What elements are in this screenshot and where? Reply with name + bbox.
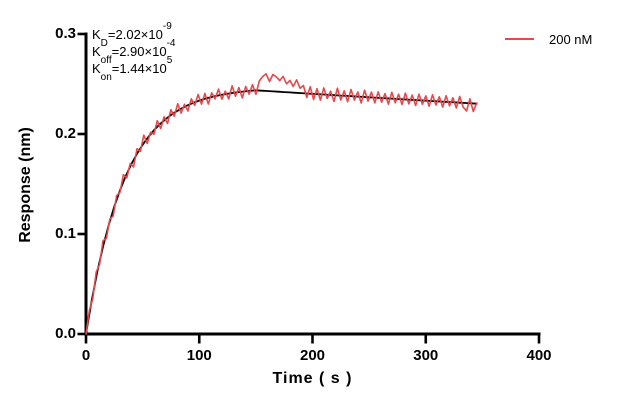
koff-value: =2.90×10 xyxy=(111,44,167,59)
kon-annotation: Kon=1.44×105 xyxy=(92,56,175,83)
kd-exponent: -9 xyxy=(162,21,172,33)
x-tick-label: 400 xyxy=(526,347,552,364)
kinetics-annotations: KD=2.02×10-9 Koff=2.90×10-4 Kon=1.44×105 xyxy=(92,22,175,83)
x-tick-label: 0 xyxy=(81,347,91,364)
legend-label: 200 nM xyxy=(549,31,593,47)
x-axis-title: Time ( s ) xyxy=(272,370,353,387)
koff-sub: off xyxy=(100,55,112,67)
kon-value: =1.44×10 xyxy=(111,61,167,76)
y-tick-label: 0.2 xyxy=(55,125,76,142)
fit-curve xyxy=(85,89,478,335)
x-tick-label: 300 xyxy=(413,347,439,364)
koff-base: K xyxy=(92,44,101,59)
koff-annotation: Koff=2.90×10-4 xyxy=(92,39,175,66)
kd-annotation: KD=2.02×10-9 xyxy=(92,22,175,49)
y-tick-label: 0.0 xyxy=(55,325,76,342)
kd-base: K xyxy=(92,27,101,42)
y-axis-title: Response (nm) xyxy=(17,127,34,243)
x-tick-label: 200 xyxy=(299,347,326,364)
response-trace-200nM xyxy=(85,73,478,335)
kon-sub: on xyxy=(100,72,112,84)
kon-exponent: 5 xyxy=(166,55,173,67)
kd-sub: D xyxy=(100,38,108,50)
legend-line-swatch xyxy=(505,38,534,40)
koff-exponent: -4 xyxy=(166,38,176,50)
x-tick-label: 100 xyxy=(186,347,212,364)
kd-value: =2.02×10 xyxy=(107,27,163,42)
kon-base: K xyxy=(92,61,101,76)
y-tick-label: 0.3 xyxy=(55,25,76,42)
y-tick-label: 0.1 xyxy=(55,225,76,242)
legend: 200 nM xyxy=(505,31,592,47)
